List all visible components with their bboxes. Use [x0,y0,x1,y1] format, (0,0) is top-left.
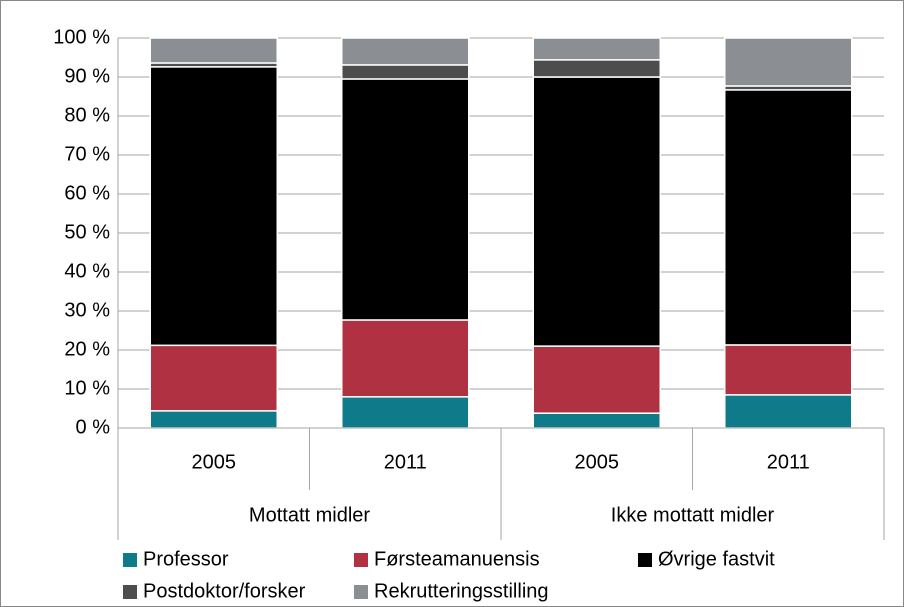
bar-segment [149,344,278,412]
y-tick-label: 60 % [64,182,110,204]
legend-swatch [354,553,368,567]
bar-segment [341,78,470,321]
y-tick-label: 30 % [64,299,110,321]
y-tick-label: 20 % [64,338,110,360]
y-tick-label: 70 % [64,143,110,165]
group-label: Mottatt midler [249,504,370,526]
x-tick-label: 2005 [192,451,237,473]
bar-segment [532,412,661,429]
bar-segment [532,59,661,78]
group-label: Ikke mottatt midler [611,504,775,526]
legend-label: Øvrige fastvit [658,548,775,570]
x-tick-label: 2011 [384,451,427,473]
bar-segment [532,76,661,347]
x-tick-label: 2005 [575,451,620,473]
bar-segment [149,410,278,429]
x-tick-label: 2011 [767,451,810,473]
legend-swatch [123,553,137,567]
legend-label: Rekrutteringsstilling [374,580,549,602]
y-tick-label: 50 % [64,221,110,243]
y-tick-label: 100 % [53,26,110,48]
y-tick-label: 40 % [64,260,110,282]
legend-swatch [123,585,137,599]
legend-swatch [354,585,368,599]
y-tick-label: 10 % [64,377,110,399]
legend-label: Førsteamanuensis [374,548,540,570]
y-tick-label: 0 % [76,416,111,438]
y-tick-label: 90 % [64,65,110,87]
bar-segment [724,344,853,396]
bar-segment [724,394,853,429]
bar-segment [149,66,278,347]
bar-segment [532,37,661,61]
y-tick-label: 80 % [64,104,110,126]
bar-segment [341,396,470,429]
bar-segment [341,64,470,80]
legend-label: Professor [143,548,229,570]
bar-segment [532,345,661,414]
bar-segment [149,37,278,64]
bar-segment [724,37,853,87]
legend-label: Postdoktor/forsker [143,580,306,602]
bar-segment [724,89,853,346]
bar-segment [341,319,470,398]
legend-swatch [638,553,652,567]
bar-segment [341,37,470,66]
